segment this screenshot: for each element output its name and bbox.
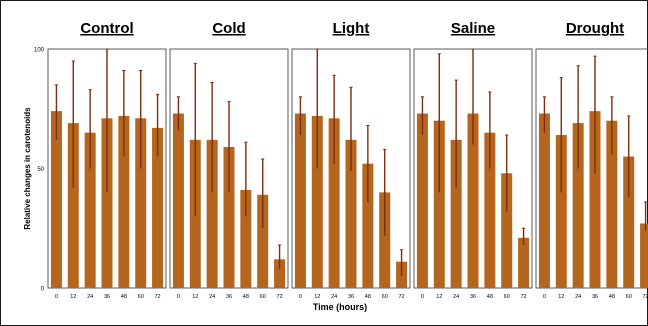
x-tick-label: 72	[155, 294, 161, 300]
bar	[362, 163, 374, 288]
x-tick-label: 36	[104, 294, 110, 300]
bar	[467, 113, 479, 288]
bar	[172, 113, 184, 288]
x-tick-label: 12	[558, 294, 564, 300]
x-tick-label: 12	[436, 294, 442, 300]
bar	[450, 139, 462, 288]
bar	[294, 113, 306, 288]
x-tick-label: 24	[575, 294, 581, 300]
bar	[555, 135, 567, 288]
bar	[572, 123, 584, 288]
x-tick-label: 48	[365, 294, 371, 300]
bar	[152, 127, 164, 289]
bar	[606, 120, 618, 288]
bar	[640, 223, 648, 288]
bar	[589, 111, 601, 288]
bar	[311, 115, 323, 288]
bar	[84, 132, 96, 288]
y-tick-label: 0	[41, 287, 45, 293]
x-tick-label: 60	[260, 294, 266, 300]
x-tick-label: 72	[521, 294, 527, 300]
panel-title: Light	[333, 20, 370, 37]
x-tick-label: 12	[70, 294, 76, 300]
x-tick-label: 24	[453, 294, 459, 300]
bar	[67, 123, 79, 288]
bar	[433, 120, 445, 288]
bar	[538, 113, 550, 288]
x-tick-label: 0	[55, 294, 58, 300]
x-tick-label: 72	[277, 294, 283, 300]
bar	[257, 194, 269, 288]
x-tick-label: 36	[348, 294, 354, 300]
x-tick-label: 48	[121, 294, 127, 300]
y-tick-label: 50	[37, 167, 44, 173]
x-tick-label: 72	[643, 294, 648, 300]
bar	[484, 132, 496, 288]
x-tick-label: 36	[592, 294, 598, 300]
panel-title: Drought	[566, 20, 624, 37]
bar	[416, 113, 428, 288]
panel-title: Control	[80, 20, 133, 37]
bar	[206, 139, 218, 288]
bar	[240, 190, 252, 288]
bar	[501, 173, 513, 288]
x-tick-label: 24	[331, 294, 337, 300]
x-tick-label: 36	[226, 294, 232, 300]
x-tick-label: 0	[543, 294, 546, 300]
x-tick-label: 60	[504, 294, 510, 300]
x-tick-label: 36	[470, 294, 476, 300]
panel-title: Saline	[451, 20, 495, 37]
panel-title: Cold	[212, 20, 245, 37]
x-tick-label: 24	[209, 294, 215, 300]
bar	[379, 192, 391, 288]
x-tick-label: 0	[177, 294, 180, 300]
bar	[345, 139, 357, 288]
bar	[135, 118, 147, 288]
x-tick-label: 48	[243, 294, 249, 300]
bar	[623, 156, 635, 288]
bar	[118, 115, 130, 288]
x-axis-label: Time (hours)	[313, 302, 367, 312]
x-tick-label: 0	[421, 294, 424, 300]
x-tick-label: 60	[382, 294, 388, 300]
bar	[50, 111, 62, 288]
x-tick-label: 60	[138, 294, 144, 300]
bar	[101, 118, 113, 288]
x-tick-label: 60	[626, 294, 632, 300]
x-tick-label: 24	[87, 294, 93, 300]
x-tick-label: 48	[609, 294, 615, 300]
x-tick-label: 12	[192, 294, 198, 300]
bar	[328, 118, 340, 288]
x-tick-label: 12	[314, 294, 320, 300]
x-tick-label: 48	[487, 294, 493, 300]
x-tick-label: 72	[399, 294, 405, 300]
x-tick-label: 0	[299, 294, 302, 300]
bar	[518, 237, 530, 288]
bar	[274, 259, 286, 288]
bar	[223, 146, 235, 288]
y-tick-label: 100	[34, 48, 45, 54]
y-axis-label: Relative changes in carotenoids	[23, 107, 32, 230]
